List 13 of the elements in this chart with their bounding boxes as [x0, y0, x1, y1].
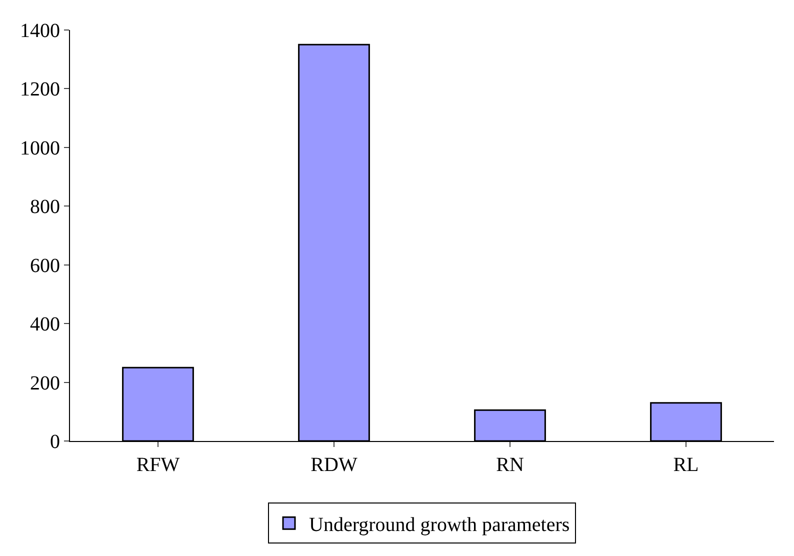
x-tick-label: RDW — [310, 454, 358, 476]
y-tick-label: 0 — [50, 431, 60, 453]
y-tick-label: 1200 — [20, 78, 60, 101]
x-tick-label: RFW — [136, 454, 180, 476]
x-tick-label: RL — [673, 454, 699, 476]
y-tick-label: 600 — [30, 254, 60, 277]
x-tick-label: RN — [496, 454, 524, 476]
y-tick-label: 800 — [30, 196, 60, 218]
y-tick-label: 1400 — [20, 20, 60, 42]
legend-label: Underground growth parameters — [309, 514, 570, 536]
y-tick-label: 1000 — [20, 137, 60, 160]
y-tick-label: 400 — [30, 314, 60, 336]
y-tick-label: 200 — [30, 372, 60, 394]
